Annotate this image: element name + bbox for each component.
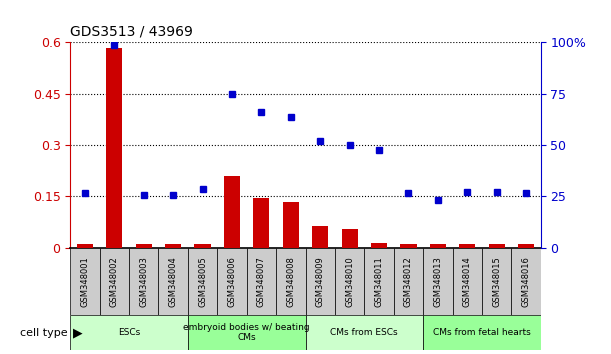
Text: ESCs: ESCs [118,328,140,337]
Text: GSM348013: GSM348013 [433,256,442,307]
Bar [218,248,247,315]
Bar [224,176,240,248]
Bar [70,315,188,350]
Bar [129,248,158,315]
Text: cell type: cell type [20,328,67,338]
Bar [165,244,181,248]
Text: GDS3513 / 43969: GDS3513 / 43969 [70,24,193,39]
Bar [335,248,364,315]
Bar [371,243,387,248]
Text: ▶: ▶ [73,326,83,339]
Bar [430,244,446,248]
Text: GSM348004: GSM348004 [169,256,178,307]
Bar [518,244,534,248]
Bar [342,229,357,248]
Bar [364,248,393,315]
Bar [306,248,335,315]
Text: GSM348003: GSM348003 [139,256,148,307]
Text: GSM348015: GSM348015 [492,256,501,307]
Bar [459,244,475,248]
Bar [489,244,505,248]
Bar [247,248,276,315]
Text: GSM348007: GSM348007 [257,256,266,307]
Bar [393,248,423,315]
Bar [511,248,541,315]
Text: GSM348009: GSM348009 [316,256,324,307]
Bar [77,244,93,248]
Bar [306,315,423,350]
Text: embryoid bodies w/ beating
CMs: embryoid bodies w/ beating CMs [183,323,310,342]
Bar [194,244,211,248]
Text: GSM348008: GSM348008 [287,256,295,307]
Bar [254,198,269,248]
Bar [453,248,482,315]
Text: GSM348006: GSM348006 [227,256,236,307]
Bar [70,248,100,315]
Bar [482,248,511,315]
Text: GSM348001: GSM348001 [81,256,89,307]
Text: GSM348010: GSM348010 [345,256,354,307]
Bar [276,248,306,315]
Text: GSM348012: GSM348012 [404,256,413,307]
Bar [283,201,299,248]
Text: CMs from ESCs: CMs from ESCs [331,328,398,337]
Bar [188,248,218,315]
Text: GSM348005: GSM348005 [198,256,207,307]
Bar [100,248,129,315]
Bar [158,248,188,315]
Bar [188,315,306,350]
Bar [136,244,152,248]
Text: GSM348016: GSM348016 [522,256,530,307]
Text: GSM348011: GSM348011 [375,256,384,307]
Text: GSM348014: GSM348014 [463,256,472,307]
Bar [423,315,541,350]
Text: CMs from fetal hearts: CMs from fetal hearts [433,328,531,337]
Text: GSM348002: GSM348002 [110,256,119,307]
Bar [400,244,417,248]
Bar [423,248,453,315]
Bar [312,225,328,248]
Bar [106,47,122,248]
